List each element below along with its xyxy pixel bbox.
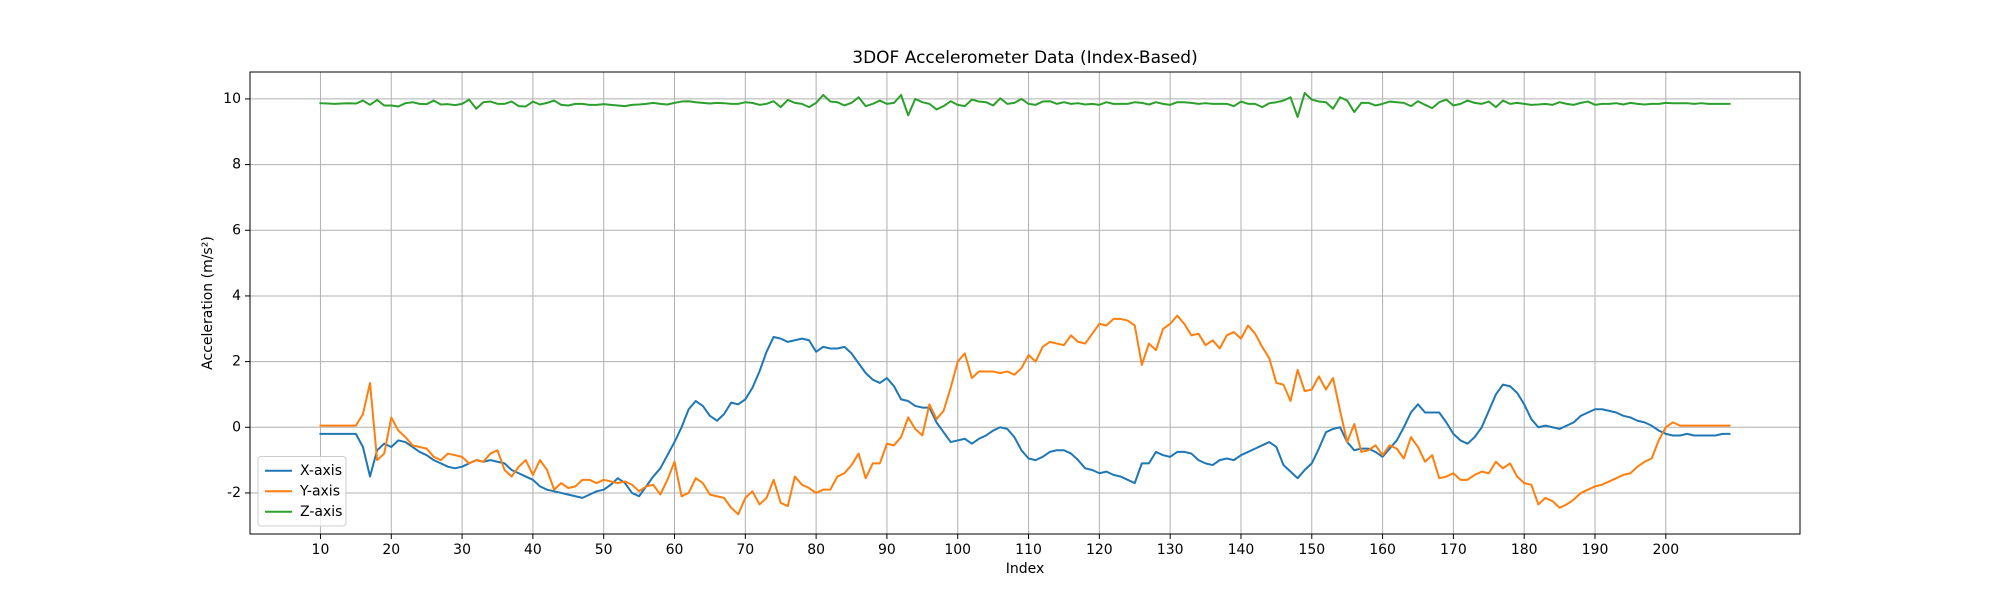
x-tick-label: 130 — [1157, 542, 1184, 558]
y-tick-label: 4 — [232, 288, 241, 304]
y-tick-label: 2 — [232, 354, 241, 370]
legend: X-axis Y-axis Z-axis — [257, 456, 347, 527]
data-line — [319, 92, 1731, 118]
x-tick-label: 120 — [1086, 542, 1113, 558]
x-tick-label: 60 — [666, 542, 684, 558]
y-tick-label: 0 — [232, 419, 241, 435]
x-tick-label: 190 — [1582, 542, 1609, 558]
x-tick-label: 200 — [1652, 542, 1679, 558]
chart-title: 3DOF Accelerometer Data (Index-Based) — [852, 48, 1197, 68]
x-tick-label: 80 — [807, 542, 825, 558]
legend-box — [257, 456, 347, 527]
axes-frame — [249, 71, 1801, 535]
x-tick-label: 160 — [1369, 542, 1396, 558]
y-axis-label: Acceleration (m/s²) — [200, 236, 216, 370]
y-tick-label: 8 — [232, 157, 241, 173]
data-line — [319, 335, 1731, 499]
y-tick-label: 6 — [232, 222, 241, 238]
x-tick-label: 180 — [1511, 542, 1538, 558]
x-tick-label: 20 — [382, 542, 400, 558]
data-line — [319, 314, 1731, 516]
legend-label: X-axis — [300, 463, 342, 479]
legend-label: Z-axis — [300, 504, 342, 520]
x-tick-label: 90 — [878, 542, 896, 558]
x-tick-label: 110 — [1015, 542, 1042, 558]
y-tick-label: -2 — [227, 485, 241, 501]
x-tick-label: 70 — [736, 542, 754, 558]
x-tick-label: 150 — [1298, 542, 1325, 558]
x-tick-label: 40 — [524, 542, 542, 558]
y-tick-label: 10 — [223, 91, 241, 107]
x-tick-label: 100 — [944, 542, 971, 558]
x-tick-label: 10 — [312, 542, 330, 558]
x-tick-label: 170 — [1440, 542, 1467, 558]
legend-label: Y-axis — [299, 483, 340, 499]
x-axis-label: Index — [1006, 561, 1045, 577]
x-tick-label: 30 — [453, 542, 471, 558]
x-tick-label: 50 — [595, 542, 613, 558]
x-tick-label: 140 — [1228, 542, 1255, 558]
